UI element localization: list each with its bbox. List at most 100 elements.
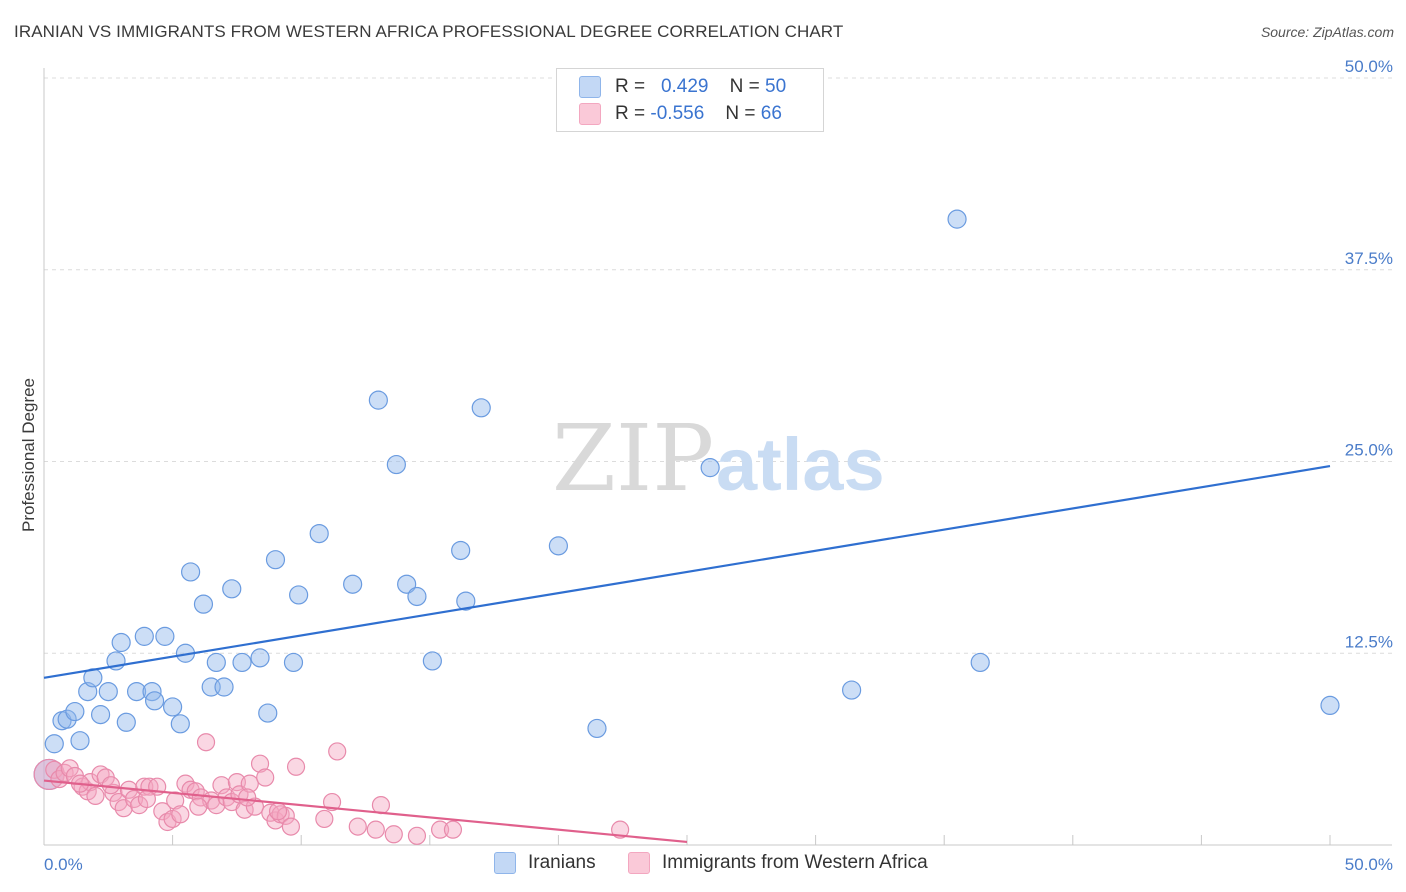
- legend-label-iranians: Iranians: [528, 852, 596, 873]
- western-africa-point: [240, 774, 259, 793]
- iranians-point: [214, 677, 234, 697]
- iranians-point: [970, 652, 990, 673]
- western-africa-point: [366, 820, 385, 839]
- iranians-point: [134, 626, 154, 646]
- iranians-point: [70, 731, 90, 751]
- iranians-point: [250, 648, 270, 668]
- y-tick-label: 50.0%: [1345, 57, 1393, 76]
- western-africa-point: [101, 776, 120, 795]
- iranians-point: [206, 652, 226, 673]
- r-label: R =: [615, 76, 646, 97]
- data-points: [33, 209, 1340, 845]
- tick-labels: 12.5% 25.0% 37.5% 50.0% 0.0% 50.0%: [44, 57, 1393, 874]
- iranians-point: [309, 523, 329, 544]
- iranians-point: [947, 209, 967, 229]
- western-africa-point: [322, 792, 342, 812]
- iranians-point: [193, 594, 214, 614]
- n-label: N =: [725, 103, 756, 124]
- y-axis-label: Professional Degree: [19, 378, 38, 532]
- iranians-point: [163, 697, 183, 717]
- western-africa-point: [407, 826, 427, 845]
- y-tick-label: 25.0%: [1345, 441, 1393, 460]
- iranians-point: [65, 701, 85, 722]
- series-legend: Iranians Immigrants from Western Africa: [0, 852, 1406, 878]
- iranians-point: [57, 709, 77, 729]
- iranians-point: [407, 586, 427, 607]
- iranians-point: [283, 652, 304, 673]
- x-tick-label: 0.0%: [44, 855, 83, 874]
- western-africa-point: [611, 820, 630, 839]
- iranians-point: [126, 681, 147, 702]
- iranians-point: [232, 652, 252, 673]
- western-africa-point: [137, 789, 156, 809]
- trend-lines: [43, 465, 1331, 844]
- iranians-point: [111, 632, 131, 653]
- legend-item-western-africa[interactable]: Immigrants from Western Africa: [628, 852, 928, 874]
- legend-item-iranians[interactable]: Iranians: [494, 852, 596, 874]
- iranians-point: [842, 680, 862, 700]
- legend-swatch-western-africa: [579, 103, 601, 125]
- stats-legend: R = 0.429 N = 50 R = -0.556 N = 66: [556, 68, 824, 132]
- r-value: -0.556: [650, 103, 705, 124]
- western-africa-point: [348, 817, 367, 836]
- western-africa-point: [153, 802, 172, 821]
- stats-row-western-africa: R = -0.556 N = 66: [579, 101, 782, 127]
- grid-lines: [44, 77, 1392, 654]
- western-africa-point: [86, 786, 105, 806]
- iranians-point: [265, 550, 286, 570]
- stats-row-iranians: R = 0.429 N = 50: [579, 74, 786, 100]
- iranians-trend-line: [43, 465, 1331, 679]
- western-africa-point: [286, 757, 306, 776]
- western-africa-point: [256, 768, 275, 787]
- chart-title: IRANIAN VS IMMIGRANTS FROM WESTERN AFRIC…: [14, 22, 844, 41]
- x-tick-label: 50.0%: [1345, 855, 1393, 874]
- iranians-point: [397, 574, 417, 594]
- western-africa-point: [238, 788, 257, 807]
- n-label: N =: [729, 76, 760, 97]
- iranians-point: [222, 579, 242, 599]
- iranians-point: [343, 574, 363, 594]
- y-tick-label: 12.5%: [1345, 632, 1393, 651]
- source-credit: Source: ZipAtlas.com: [1260, 24, 1394, 40]
- legend-swatch-western-africa: [628, 852, 650, 874]
- legend-swatch-iranians: [494, 852, 516, 874]
- watermark-atlas: atlas: [716, 423, 885, 506]
- iranians-point: [181, 562, 201, 582]
- western-africa-point: [245, 797, 265, 816]
- western-africa-point: [196, 733, 216, 752]
- iranians-point: [386, 454, 406, 475]
- watermark-zip: ZIP: [552, 405, 714, 512]
- western-africa-point: [171, 805, 190, 824]
- western-africa-point: [250, 754, 270, 773]
- iranians-point: [422, 651, 442, 671]
- iranians-point: [471, 398, 491, 418]
- iranians-point: [289, 585, 309, 605]
- y-tick-label: 37.5%: [1345, 249, 1393, 268]
- iranians-point: [170, 714, 190, 734]
- r-value: 0.429: [660, 76, 709, 97]
- axes: [43, 68, 1392, 846]
- iranians-point: [1320, 695, 1340, 716]
- western-africa-point: [45, 760, 64, 779]
- western-africa-trend-line: [43, 779, 688, 844]
- western-africa-point: [430, 820, 450, 839]
- western-africa-point: [281, 817, 301, 836]
- legend-label-western-africa: Immigrants from Western Africa: [662, 852, 928, 873]
- iranians-point: [456, 591, 476, 611]
- iranians-point: [116, 712, 136, 732]
- iranians-point: [155, 626, 175, 646]
- n-value: 66: [760, 103, 782, 124]
- iranians-point: [548, 536, 569, 556]
- legend-swatch-iranians: [579, 76, 601, 98]
- iranians-point: [258, 703, 278, 723]
- western-africa-point: [328, 742, 347, 761]
- n-value: 50: [765, 76, 787, 97]
- iranians-point: [144, 691, 165, 711]
- western-africa-point: [268, 802, 288, 821]
- western-africa-point: [315, 809, 334, 829]
- iranians-point: [90, 705, 111, 725]
- iranians-point: [451, 540, 471, 561]
- r-label: R =: [615, 103, 646, 124]
- iranians-point: [587, 718, 607, 739]
